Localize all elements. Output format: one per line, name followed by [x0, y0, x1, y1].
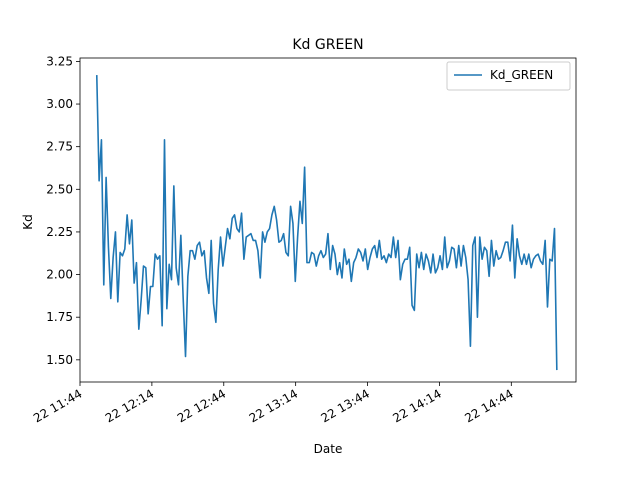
- y-axis: 1.50 1.75 2.00 2.25 2.50 2.75 3.00 3.25: [46, 54, 80, 367]
- y-tick-label: 1.50: [46, 353, 73, 367]
- plot-area: [79, 57, 577, 383]
- y-tick-label: 2.00: [46, 268, 73, 282]
- legend-label: Kd_GREEN: [490, 68, 553, 82]
- plot-frame: [79, 57, 577, 383]
- y-tick-label: 1.75: [46, 310, 73, 324]
- y-tick-label: 2.25: [46, 225, 73, 239]
- x-axis-label: Date: [314, 442, 343, 456]
- y-tick-label: 2.50: [46, 182, 73, 196]
- y-tick-label: 2.75: [46, 140, 73, 154]
- series-line-0: [95, 75, 558, 371]
- legend: Kd_GREEN: [446, 61, 571, 91]
- y-axis-label: Kd: [21, 214, 35, 230]
- legend-box: [446, 61, 571, 91]
- chart-title: Kd GREEN: [292, 37, 363, 53]
- y-tick-label: 3.25: [46, 54, 73, 68]
- y-tick-label: 3.00: [46, 97, 73, 111]
